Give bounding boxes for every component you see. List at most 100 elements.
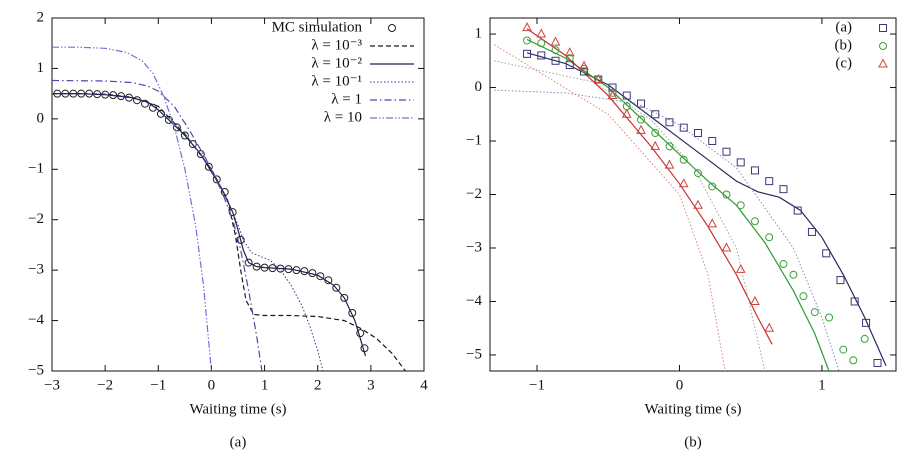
x-tick-label: 2 xyxy=(314,377,322,393)
marker xyxy=(693,199,703,209)
marker xyxy=(793,206,802,215)
plot-frame xyxy=(51,17,425,372)
marker xyxy=(292,266,301,275)
legend-label: λ = 1 xyxy=(331,91,362,107)
marker xyxy=(693,128,702,137)
marker xyxy=(636,124,646,134)
y-tick-label: −2 xyxy=(28,211,44,227)
marker xyxy=(765,177,774,186)
fit-line xyxy=(526,38,830,371)
legend-label: (a) xyxy=(835,19,852,35)
marker xyxy=(750,166,759,175)
marker xyxy=(580,67,589,76)
marker xyxy=(316,272,325,281)
plot-area xyxy=(52,46,406,371)
marker xyxy=(722,190,731,199)
marker xyxy=(679,123,688,132)
marker xyxy=(750,217,759,226)
y-tick-label: 2 xyxy=(37,9,45,25)
panel: −3 −2 −1 0 1 2 3 4 −5 −4 −3 −2 −1 0 1 2 Waiting time (s)… xyxy=(28,9,428,450)
marker xyxy=(860,334,869,343)
marker xyxy=(637,99,646,108)
fit-line xyxy=(494,60,766,371)
marker xyxy=(651,110,660,119)
marker xyxy=(622,91,631,100)
marker xyxy=(764,322,775,332)
marker xyxy=(693,169,702,178)
marker xyxy=(551,56,560,65)
marker xyxy=(332,283,341,292)
marker xyxy=(522,22,532,32)
marker xyxy=(708,182,717,191)
marker xyxy=(188,140,197,149)
marker xyxy=(564,47,575,57)
marker xyxy=(789,270,798,279)
marker xyxy=(565,54,574,63)
marker xyxy=(196,150,205,159)
marker xyxy=(665,118,674,127)
marker xyxy=(236,235,245,244)
series-line xyxy=(52,79,263,371)
marker xyxy=(637,115,646,124)
legend: (a) (b) (c) xyxy=(835,19,888,71)
x-tick-label: −2 xyxy=(97,377,113,393)
marker xyxy=(825,313,834,322)
marker xyxy=(722,147,731,156)
legend-label: (c) xyxy=(835,55,852,71)
x-tick-label: 4 xyxy=(420,377,428,393)
marker xyxy=(839,345,848,354)
series-line xyxy=(52,46,212,371)
y-tick-label: 0 xyxy=(37,110,45,126)
marker xyxy=(807,227,816,236)
x-tick-label: 0 xyxy=(208,377,216,393)
marker xyxy=(822,249,831,258)
marker xyxy=(537,39,546,48)
marker xyxy=(550,36,561,46)
marker xyxy=(204,162,213,171)
marker xyxy=(799,292,808,301)
y-tick-label: −5 xyxy=(28,362,44,378)
marker xyxy=(536,28,547,38)
marker xyxy=(348,309,357,318)
marker xyxy=(244,258,253,267)
x-axis-label: Waiting time (s) xyxy=(644,401,741,417)
y-tick-label: −5 xyxy=(466,346,482,362)
marker xyxy=(862,318,871,327)
x-tick-label: 0 xyxy=(676,377,684,393)
marker xyxy=(650,140,661,150)
marker xyxy=(212,175,221,184)
marker xyxy=(850,297,859,306)
y-tick-label: −3 xyxy=(28,262,44,278)
y-tick-label: 1 xyxy=(37,60,45,76)
marker xyxy=(849,356,858,365)
marker xyxy=(678,178,689,188)
fit-line xyxy=(494,44,726,371)
marker xyxy=(665,142,674,151)
legend-label: (b) xyxy=(835,37,853,53)
marker xyxy=(779,185,788,194)
marker xyxy=(765,233,774,242)
y-tick-label: 1 xyxy=(475,25,483,41)
marker xyxy=(664,159,675,169)
marker xyxy=(810,308,819,317)
marker xyxy=(679,155,688,164)
marker xyxy=(707,218,718,228)
y-tick-label: −3 xyxy=(466,239,482,255)
marker xyxy=(879,24,887,32)
x-tick-label: −1 xyxy=(529,377,545,393)
x-axis-label: Waiting time (s) xyxy=(189,401,286,417)
marker xyxy=(651,128,660,137)
marker xyxy=(388,24,396,32)
caption: (a) xyxy=(230,434,247,450)
x-tick-label: 1 xyxy=(261,377,269,393)
marker xyxy=(593,73,604,84)
caption: (b) xyxy=(684,434,702,450)
marker xyxy=(172,123,181,132)
y-tick-label: −4 xyxy=(466,293,482,309)
marker xyxy=(523,49,532,58)
y-tick-label: −1 xyxy=(466,132,482,148)
marker xyxy=(141,99,149,108)
x-tick-label: 3 xyxy=(367,377,375,393)
series-line xyxy=(52,93,406,371)
